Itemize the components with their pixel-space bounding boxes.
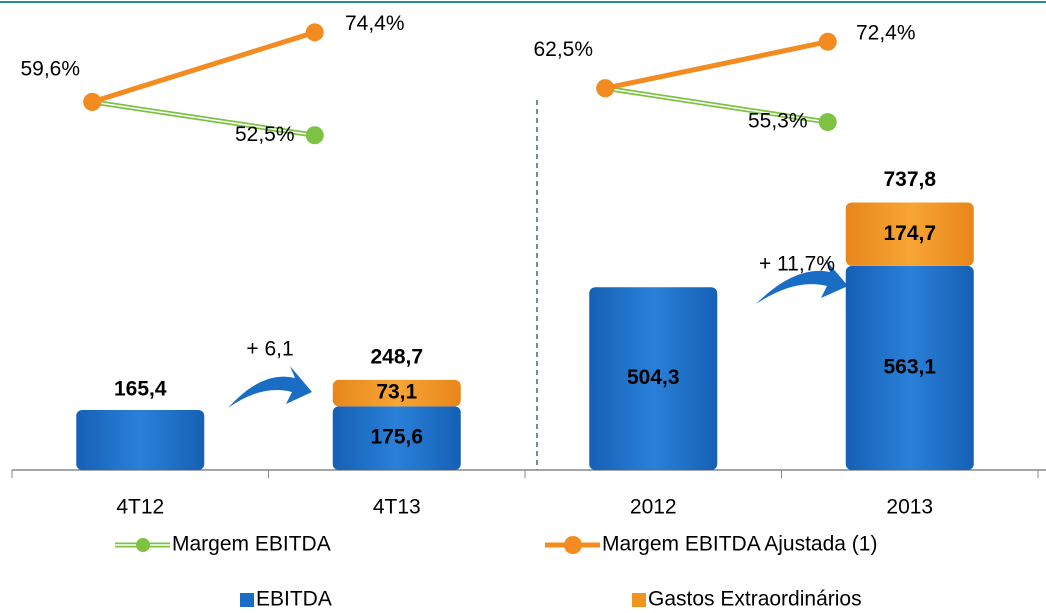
point-label: 72,4% <box>856 21 916 44</box>
legend-label: Gastos Extraordinários <box>648 588 862 611</box>
bar-label: 165,4 <box>114 378 167 401</box>
point-label: 62,5% <box>533 38 593 61</box>
point-label: 52,5% <box>235 123 295 146</box>
line-series-inner <box>605 87 828 123</box>
legend-marker <box>136 538 150 552</box>
bar-label: 563,1 <box>883 355 936 378</box>
bar <box>76 410 205 470</box>
legend-marker <box>564 536 582 554</box>
arrow <box>228 366 312 408</box>
line-point <box>305 23 324 42</box>
bar-label: 175,6 <box>370 426 423 449</box>
bar-label: 174,7 <box>883 222 936 245</box>
total-label: 248,7 <box>370 345 423 368</box>
line-point <box>596 79 615 98</box>
x-tick-label: 4T13 <box>373 496 421 519</box>
x-tick-label: 4T12 <box>116 496 164 519</box>
line-point <box>818 32 837 51</box>
x-tick-label: 2013 <box>886 496 933 519</box>
legend-swatch <box>632 593 646 607</box>
legend-label: EBITDA <box>256 588 332 611</box>
legend-swatch <box>240 593 254 607</box>
bar <box>845 202 974 266</box>
bar-label: 504,3 <box>627 366 680 389</box>
legend-label: Margem EBITDA Ajustada (1) <box>602 533 877 556</box>
line-point <box>83 92 102 111</box>
line-point <box>818 113 837 132</box>
point-label: 74,4% <box>345 12 405 35</box>
bar <box>589 287 718 470</box>
x-tick-label: 2012 <box>630 496 677 519</box>
line-series <box>91 29 316 105</box>
bar <box>332 379 461 407</box>
total-label: 737,8 <box>883 168 936 191</box>
legend-label: Margem EBITDA <box>172 533 331 556</box>
line-series-inner <box>92 101 315 136</box>
line-point <box>305 126 324 145</box>
point-label: 55,3% <box>748 110 808 133</box>
bar <box>332 406 461 470</box>
point-label: 59,6% <box>20 57 80 80</box>
arrow <box>756 259 848 304</box>
annotation: + 11,7% <box>759 253 835 276</box>
bar <box>845 265 974 470</box>
line-series <box>604 39 829 91</box>
annotation: + 6,1 <box>246 338 293 361</box>
bar-label: 73,1 <box>376 381 417 404</box>
